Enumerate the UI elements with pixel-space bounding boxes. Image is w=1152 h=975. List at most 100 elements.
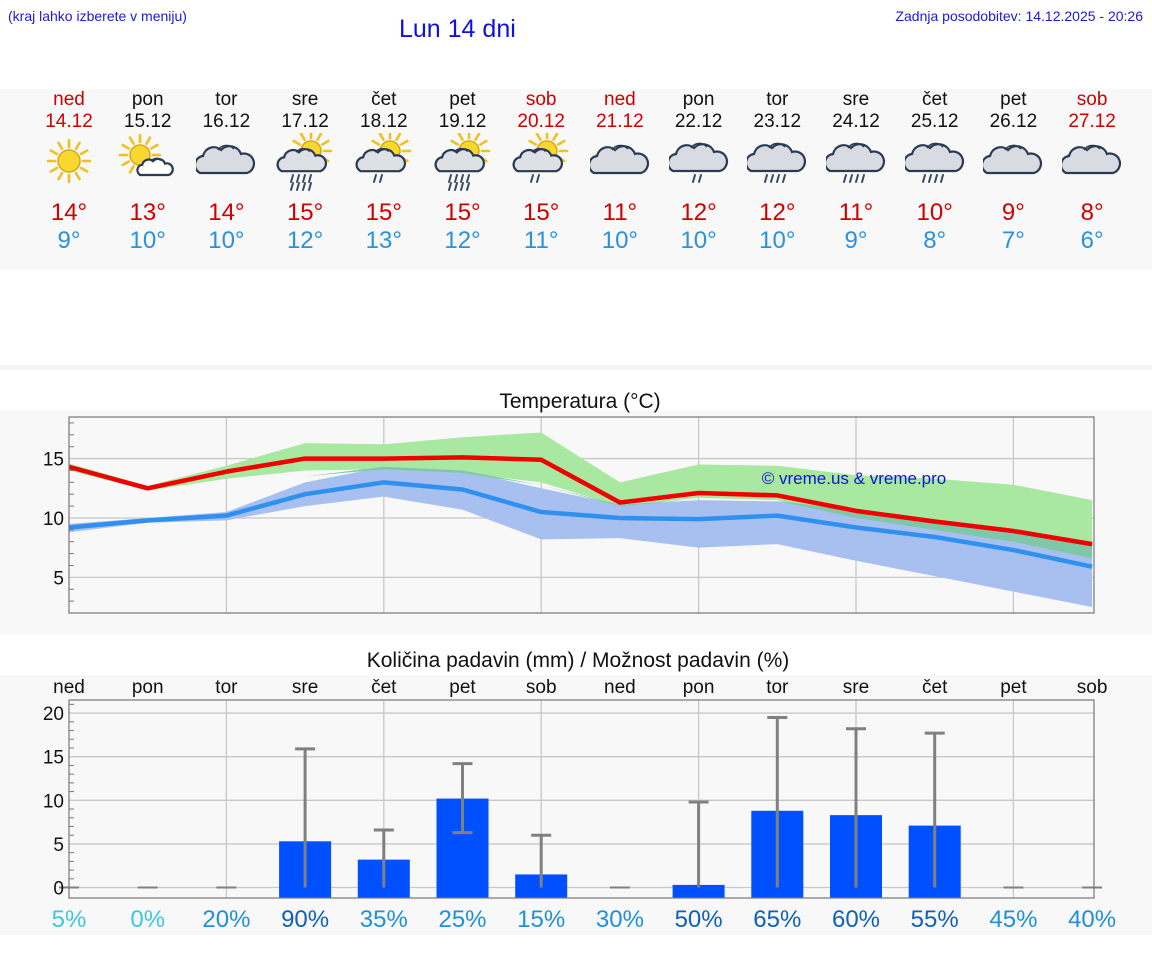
sun-ray xyxy=(121,143,130,150)
category-label: sre xyxy=(843,677,869,698)
sun-ray xyxy=(292,139,302,146)
plot-frame xyxy=(68,699,1095,899)
rain-drop xyxy=(530,174,535,183)
temp-low: 10° xyxy=(129,227,166,254)
cloud-shape xyxy=(589,145,649,175)
day-name: sob xyxy=(1076,89,1108,110)
sun-ray xyxy=(299,133,306,142)
precip-probability: 65% xyxy=(753,906,801,933)
cloud-detail xyxy=(374,147,389,153)
sun-ray xyxy=(57,141,64,151)
temp-high: 8° xyxy=(1080,199,1104,226)
category-label: sre xyxy=(292,677,318,698)
cloud-shape xyxy=(668,143,728,173)
cloud-detail xyxy=(1083,144,1101,151)
icon-art xyxy=(276,133,333,191)
icon-art xyxy=(826,142,886,183)
cloud-icon xyxy=(983,144,1043,175)
cloud-detail xyxy=(611,144,629,151)
day-date: 20.12 xyxy=(517,111,565,132)
max-temp-line xyxy=(68,455,1093,547)
y-tick-label: 5 xyxy=(53,568,64,589)
day-date: 15.12 xyxy=(123,111,172,132)
sun-ray xyxy=(478,139,488,146)
temp-low: 6° xyxy=(1080,227,1104,254)
cloud-shape xyxy=(276,148,328,173)
precipitation-chart: Količina padavin (mm) / Možnost padavin … xyxy=(0,649,1152,935)
day-name: sre xyxy=(842,89,870,110)
temp-low: 12° xyxy=(286,227,324,254)
cloud-icon xyxy=(196,144,256,175)
category-label: tor xyxy=(766,677,789,698)
precip-probability: 55% xyxy=(911,906,959,933)
cloud-detail xyxy=(768,142,786,149)
cloud-shape xyxy=(1062,145,1122,175)
temp-low: 8° xyxy=(923,227,947,254)
day-name: tor xyxy=(766,89,789,110)
rain-drop xyxy=(697,174,702,183)
precip-probability: 15% xyxy=(517,906,565,933)
sun-ray xyxy=(371,139,380,146)
rain-drop xyxy=(290,174,295,183)
cloud-detail xyxy=(689,142,708,149)
day-name: čet xyxy=(922,89,948,110)
sun-ray xyxy=(79,166,89,173)
rain-drop xyxy=(453,174,458,183)
sun-icon xyxy=(46,138,92,184)
sun-ray xyxy=(79,149,89,156)
sun-ray xyxy=(316,133,323,142)
min-temp-range-band xyxy=(69,466,1093,608)
sun-ray xyxy=(74,141,81,151)
sun-ray xyxy=(49,149,59,156)
icon-art xyxy=(747,142,807,183)
icon-art xyxy=(904,142,964,183)
rain-drop xyxy=(465,182,470,191)
y-tick-label: 5 xyxy=(53,835,64,856)
temp-high: 15° xyxy=(523,199,560,226)
temp-high: 11° xyxy=(838,199,874,226)
last-updated: Zadnja posodobitev: 14.12.2025 - 20:26 xyxy=(895,8,1143,24)
sun-ray xyxy=(321,139,330,146)
sun-ray xyxy=(378,133,385,142)
temp-high: 12° xyxy=(759,199,796,226)
rain-drop xyxy=(453,182,458,191)
rain-drop xyxy=(764,174,769,183)
precip-probability: 0% xyxy=(130,906,165,933)
day-name: čet xyxy=(371,89,397,110)
divider xyxy=(0,365,1152,370)
temp-high: 12° xyxy=(680,199,717,226)
icon-art xyxy=(1062,144,1122,175)
rain-drop xyxy=(933,174,938,183)
category-label: pon xyxy=(132,677,164,698)
cloud-light-rain-icon xyxy=(668,142,728,183)
temp-high: 13° xyxy=(129,199,166,226)
rain-drop xyxy=(770,174,775,183)
chart-title: Količina padavin (mm) / Možnost padavin … xyxy=(367,649,790,672)
page-title: Lun 14 dni xyxy=(399,15,516,43)
temp-low: 12° xyxy=(444,227,481,254)
temp-high: 15° xyxy=(286,199,324,226)
sun-ray xyxy=(49,166,59,173)
day-name: pet xyxy=(449,89,476,110)
sun-ray xyxy=(121,160,130,167)
day-name: pet xyxy=(1000,89,1027,110)
rain-drop xyxy=(459,182,464,191)
temp-high: 15° xyxy=(444,199,481,226)
cloud-icon xyxy=(1062,144,1122,175)
day-name: ned xyxy=(53,89,85,110)
sun-ray xyxy=(457,133,464,142)
sun-ray xyxy=(535,133,542,142)
rain-drop xyxy=(378,174,383,183)
rain-drop xyxy=(776,174,781,183)
day-name: pon xyxy=(682,89,715,110)
category-label: pet xyxy=(1000,677,1027,698)
temp-low: 7° xyxy=(1001,227,1025,254)
temp-low: 10° xyxy=(601,227,639,254)
temp-low: 9° xyxy=(844,227,868,254)
day-date: 16.12 xyxy=(202,111,251,132)
cloud-shape xyxy=(983,145,1043,175)
location-hint: (kraj lahko izberete v meniju) xyxy=(8,8,187,24)
temp-high: 10° xyxy=(916,199,953,226)
rain-drop xyxy=(782,174,787,183)
sun-ray xyxy=(57,171,64,181)
